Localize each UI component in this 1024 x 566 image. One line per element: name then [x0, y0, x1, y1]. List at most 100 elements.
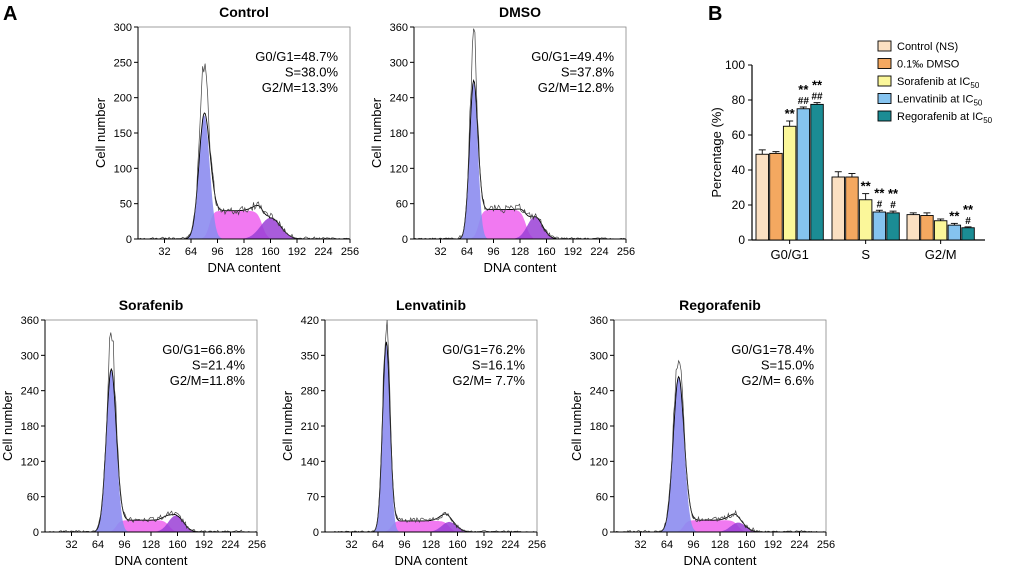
x-tick-label: 32 [434, 246, 446, 258]
significance-marker: ** [785, 106, 796, 121]
chart-title: Sorafenib [119, 297, 184, 313]
legend-swatch [877, 58, 892, 69]
significance-marker: ** [798, 82, 809, 97]
phase-percentage-label: G2/M= 6.6% [741, 373, 814, 388]
significance-marker: ## [811, 92, 823, 103]
phase-percentage-label: S=21.4% [192, 358, 246, 373]
y-tick-label: 100 [114, 163, 132, 175]
y-tick-label: 250 [114, 57, 132, 69]
x-tick-label: 192 [195, 539, 213, 551]
legend-label-text: Control (NS) [897, 41, 958, 53]
y-tick-label: 20 [732, 198, 746, 212]
bar [796, 108, 811, 241]
y-tick-label: 360 [390, 22, 408, 34]
x-tick-label: 96 [687, 539, 699, 551]
x-tick-label: 224 [501, 539, 519, 551]
y-tick-label: 180 [21, 421, 39, 433]
x-tick-label: 224 [790, 539, 808, 551]
plot-frame [137, 26, 351, 240]
bar [845, 176, 859, 241]
x-tick-label: 256 [528, 539, 546, 551]
legend-swatch [877, 75, 892, 87]
x-tick-label: 192 [288, 246, 306, 258]
x-tick-label: 160 [448, 539, 466, 551]
y-tick-label: 70 [307, 492, 319, 504]
y-tick-label: 200 [114, 93, 132, 105]
significance-marker: # [877, 199, 883, 210]
legend-label-text: Sorafenib at IC [897, 76, 970, 88]
x-tick-label: 128 [235, 246, 253, 258]
legend-label-text: Regorafenib at IC [897, 111, 983, 123]
bar [858, 199, 873, 241]
legend-label: Sorafenib at IC50 [897, 76, 980, 90]
phase-percentage-label: S=37.8% [561, 65, 615, 80]
y-tick-label: 280 [301, 386, 319, 398]
x-tick-label: 32 [158, 246, 170, 258]
x-tick-label: 256 [341, 246, 359, 258]
y-tick-label: 0 [602, 527, 608, 539]
plot-frame [44, 319, 258, 533]
y-tick-label: 0 [33, 527, 39, 539]
phase-percentage-label: G0/G1=76.2% [442, 342, 525, 357]
x-tick-label: 256 [817, 539, 835, 551]
histogram-panel: 0 60 120 180 240 300 360 32 64 96 128 160 192 224 256 R… [569, 297, 835, 566]
x-tick-label: 128 [511, 246, 529, 258]
legend-label-subscript: 50 [970, 81, 979, 90]
y-tick-label: 360 [590, 315, 608, 327]
y-tick-label: 240 [21, 386, 39, 398]
s-phase-area [138, 210, 350, 239]
bar [961, 227, 975, 241]
phase-percentage-label: G0/G1=49.4% [531, 49, 614, 64]
significance-marker: ** [874, 185, 885, 200]
y-axis-label: Cell number [369, 97, 384, 168]
y-tick-label: 0 [738, 233, 745, 247]
phase-percentage-label: S=38.0% [285, 65, 339, 80]
observed-histogram-trace [614, 359, 826, 533]
y-tick-label: 210 [301, 421, 319, 433]
y-tick-label: 120 [390, 163, 408, 175]
significance-marker: ** [888, 186, 899, 201]
significance-marker: ** [963, 202, 974, 217]
x-tick-label: 32 [65, 539, 77, 551]
legend-label-text: 0.1‰ DMSO [897, 59, 960, 71]
x-axis-label: DNA content [115, 553, 188, 566]
bar [831, 176, 845, 241]
legend-label: 0.1‰ DMSO [897, 59, 960, 71]
histogram-panel: 0 70 140 210 280 350 420 32 64 96 128 160 192 224 256 L… [280, 297, 546, 566]
y-tick-label: 60 [732, 128, 746, 142]
phase-percentage-label: G0/G1=48.7% [255, 49, 338, 64]
s-phase-area [325, 520, 537, 532]
legend-label-text: Lenvatinib at IC [897, 94, 973, 106]
observed-histogram-trace [137, 63, 350, 240]
histogram-panel: 0 60 120 180 240 300 360 32 64 96 128 160 192 224 256 D… [369, 4, 635, 275]
legend-swatch [877, 40, 892, 52]
y-tick-label: 100 [725, 58, 745, 72]
x-tick-label: 64 [92, 539, 104, 551]
bar [933, 220, 948, 241]
category-label: G0/G1 [771, 247, 809, 262]
chart-title: DMSO [499, 4, 541, 20]
bar [810, 103, 824, 241]
x-tick-label: 64 [185, 246, 197, 258]
category-label: S [861, 247, 870, 262]
y-tick-label: 300 [590, 350, 608, 362]
phase-percentage-label: S=16.1% [472, 358, 526, 373]
bar [947, 224, 962, 241]
x-axis-label: DNA content [208, 260, 281, 275]
y-tick-label: 120 [590, 456, 608, 468]
x-tick-label: 32 [634, 539, 646, 551]
y-axis-label: Cell number [280, 390, 295, 461]
y-tick-label: 120 [21, 456, 39, 468]
y-tick-label: 360 [21, 315, 39, 327]
phase-percentage-label: G2/M=11.8% [170, 373, 246, 388]
bar [920, 215, 934, 241]
phase-percentage-label: G2/M=12.8% [538, 80, 615, 95]
panel-label-a: A [3, 3, 17, 25]
x-tick-label: 32 [345, 539, 357, 551]
y-tick-label: 300 [114, 22, 132, 34]
x-tick-label: 160 [168, 539, 186, 551]
y-tick-label: 0 [126, 234, 132, 246]
y-axis-label: Percentage (%) [709, 107, 724, 197]
chart-title: Control [219, 4, 269, 20]
